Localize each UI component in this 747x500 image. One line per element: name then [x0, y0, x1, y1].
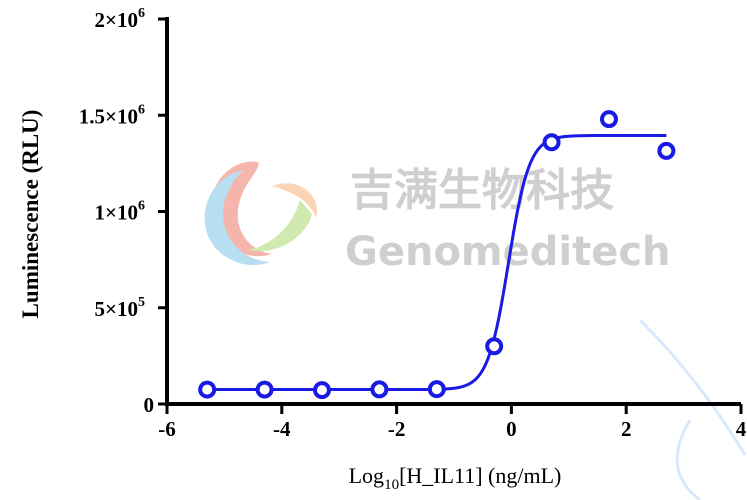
watermark-corner-arc-2	[675, 419, 701, 500]
watermark: 吉满生物科技 Genomeditech	[204, 161, 747, 500]
data-point	[599, 110, 618, 129]
data-point	[255, 380, 274, 399]
data-point	[657, 141, 676, 160]
x-tick-label: -4	[273, 417, 291, 441]
y-tick-label: 1×106	[95, 199, 145, 225]
data-point	[370, 380, 389, 399]
x-axis-label: Log10[H_IL11] (ng/mL)	[349, 463, 562, 493]
y-tick-label: 5×105	[95, 295, 145, 321]
watermark-logo-icon	[204, 161, 317, 266]
plot-area: 0 5×105 1×106 1.5×106 2×106 -6 -4 -2 0 2 4	[79, 6, 747, 441]
x-tick-label: -2	[388, 417, 406, 441]
data-point	[312, 381, 331, 400]
y-tick-label: 2×106	[95, 6, 145, 32]
x-axis-label-prefix: Log	[349, 463, 384, 488]
y-tick-label: 1.5×106	[79, 102, 145, 128]
y-axis-label: Luminescence (RLU)	[18, 110, 43, 319]
data-point	[427, 380, 446, 399]
watermark-corner-arc	[638, 318, 747, 456]
data-point	[198, 380, 217, 399]
data-point	[542, 133, 561, 152]
data-point	[485, 337, 504, 356]
watermark-chinese-text: 吉满生物科技	[350, 165, 614, 216]
x-tick-label: 0	[506, 417, 517, 441]
x-tick-label: -6	[158, 417, 176, 441]
x-axis-label-rest: [H_IL11] (ng/mL)	[399, 463, 561, 488]
x-axis-label-subscript: 10	[384, 477, 399, 493]
y-tick-label: 0	[144, 393, 155, 417]
x-tick-label: 2	[621, 417, 632, 441]
x-tick-label: 4	[736, 417, 747, 441]
